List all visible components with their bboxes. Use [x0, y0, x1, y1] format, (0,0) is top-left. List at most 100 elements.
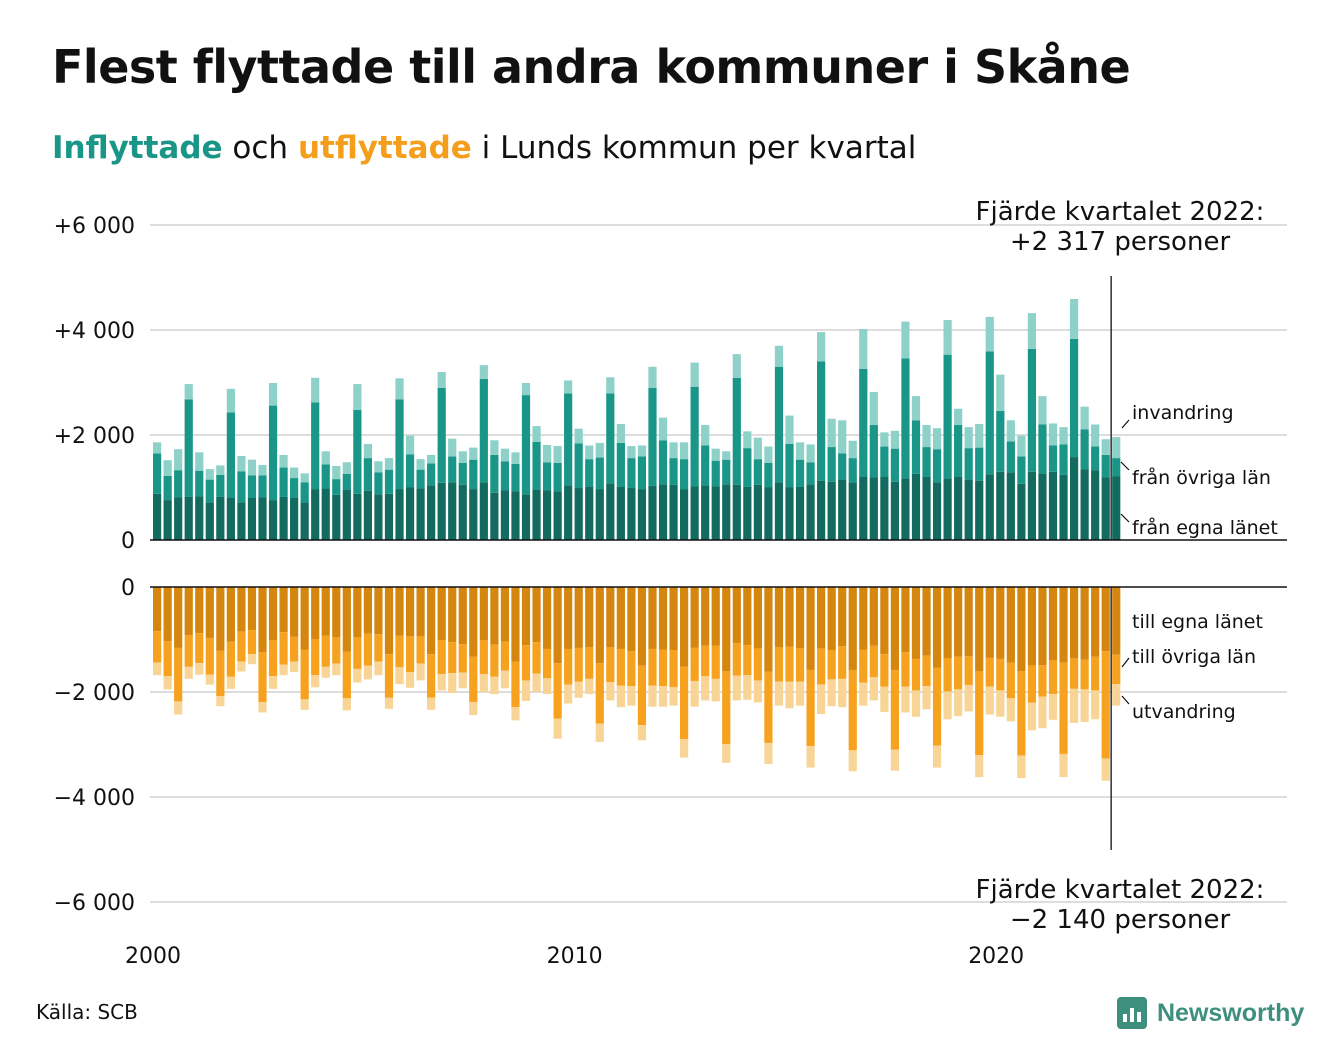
- bar-out-other-counties: [195, 633, 204, 664]
- bar-in-own-county: [585, 486, 594, 540]
- bar-out-other-counties: [448, 642, 457, 674]
- bar-in-immigration: [964, 427, 973, 449]
- bar-out-own-county: [743, 587, 752, 646]
- bar-out-other-counties: [658, 649, 668, 687]
- bar-out-emigration: [1080, 689, 1089, 722]
- bar-out-own-county: [437, 587, 446, 641]
- bar-out-own-county: [300, 587, 309, 650]
- bar-out-other-counties: [701, 645, 710, 677]
- bar-in-immigration: [922, 425, 931, 448]
- bar-out-other-counties: [374, 634, 383, 662]
- bar-out-other-counties: [774, 647, 784, 682]
- bar-out-own-county: [163, 587, 172, 642]
- bar-out-emigration: [374, 661, 383, 676]
- newsworthy-logo[interactable]: Newsworthy: [1117, 995, 1304, 1031]
- bar-out-other-counties: [311, 638, 320, 676]
- bar-out-own-county: [458, 587, 467, 645]
- bar-in-other-counties: [384, 469, 394, 494]
- bar-out-own-county: [764, 587, 773, 672]
- bar-in-other-counties: [469, 459, 478, 490]
- bar-in-own-county: [427, 485, 436, 540]
- bar-out-own-county: [153, 587, 162, 632]
- bar-out-emigration: [353, 668, 362, 683]
- bar-in-own-county: [911, 473, 921, 540]
- bar-out-own-county: [564, 587, 573, 649]
- bar-out-emigration: [880, 686, 889, 712]
- bar-out-own-county: [880, 587, 889, 655]
- bar-in-immigration: [774, 345, 784, 367]
- bar-out-other-counties: [880, 654, 889, 687]
- bar-out-own-county: [932, 587, 942, 668]
- bar-out-own-county: [616, 587, 625, 649]
- bar-in-other-counties: [806, 462, 815, 485]
- bar-out-own-county: [1059, 587, 1068, 663]
- bar-out-own-county: [985, 587, 994, 658]
- bar-out-emigration: [500, 670, 510, 689]
- bar-in-other-counties: [511, 463, 520, 492]
- bar-out-emigration: [911, 690, 921, 717]
- bar-out-own-county: [1101, 587, 1110, 652]
- bar-out-emigration: [1101, 758, 1110, 781]
- logo-text: Newsworthy: [1157, 998, 1305, 1027]
- top-annotation-line1: Fjärde kvartalet 2022:: [976, 197, 1265, 227]
- bar-in-own-county: [595, 489, 604, 540]
- bar-out-other-counties: [711, 645, 720, 679]
- bar-out-other-counties: [268, 640, 278, 677]
- bar-out-other-counties: [985, 657, 994, 687]
- bar-in-own-county: [458, 484, 467, 540]
- bar-in-immigration: [669, 442, 678, 459]
- bar-out-emigration: [216, 696, 225, 707]
- bar-out-other-counties: [743, 645, 752, 676]
- bar-out-other-counties: [869, 645, 878, 678]
- newsworthy-bar-icon: [1117, 997, 1147, 1029]
- bar-out-other-counties: [648, 648, 657, 686]
- bar-out-emigration: [174, 701, 183, 715]
- bar-in-own-county: [448, 482, 457, 540]
- bar-out-own-county: [711, 587, 720, 646]
- bar-in-immigration: [1112, 437, 1121, 459]
- bar-out-other-counties: [353, 637, 362, 669]
- bar-out-other-counties: [785, 646, 794, 682]
- bar-in-other-counties: [1101, 454, 1110, 478]
- bar-in-other-counties: [290, 478, 299, 498]
- bar-out-emigration: [669, 687, 678, 706]
- bar-in-other-counties: [732, 377, 741, 485]
- bar-in-other-counties: [321, 464, 330, 489]
- bar-out-emigration: [427, 697, 436, 710]
- bar-in-own-county: [1112, 476, 1121, 540]
- bar-out-own-county: [637, 587, 647, 666]
- bar-in-other-counties: [374, 472, 383, 495]
- bar-in-immigration: [427, 454, 436, 464]
- bar-in-immigration: [795, 442, 805, 460]
- bar-out-emigration: [943, 691, 952, 720]
- bar-in-own-county: [342, 489, 351, 540]
- bar-out-emigration: [290, 661, 299, 673]
- bar-in-immigration: [806, 444, 815, 463]
- bar-out-own-county: [532, 587, 541, 643]
- bar-in-other-counties: [1069, 338, 1079, 458]
- bar-in-own-county: [321, 488, 330, 540]
- bar-in-other-counties: [743, 448, 752, 487]
- bar-out-emigration: [163, 676, 172, 690]
- bar-in-other-counties: [817, 361, 826, 481]
- bar-in-other-counties: [216, 474, 225, 497]
- bar-out-emigration: [795, 681, 805, 706]
- bar-in-own-county: [795, 486, 805, 540]
- bar-out-emigration: [321, 666, 330, 678]
- bar-out-own-county: [1048, 587, 1058, 660]
- bar-in-other-counties: [785, 443, 794, 488]
- bar-out-emigration: [1006, 698, 1015, 722]
- bar-in-immigration: [701, 425, 710, 446]
- bar-out-emigration: [479, 674, 488, 692]
- bar-in-other-counties: [964, 448, 973, 480]
- bar-in-other-counties: [1059, 444, 1068, 475]
- bar-out-other-counties: [1080, 659, 1089, 690]
- bar-in-immigration: [975, 423, 984, 448]
- bar-in-immigration: [564, 380, 573, 394]
- bar-out-own-county: [954, 587, 963, 657]
- bar-in-immigration: [374, 461, 383, 473]
- bar-in-other-counties: [827, 447, 836, 482]
- bar-in-immigration: [595, 442, 604, 458]
- bar-out-emigration: [711, 678, 720, 702]
